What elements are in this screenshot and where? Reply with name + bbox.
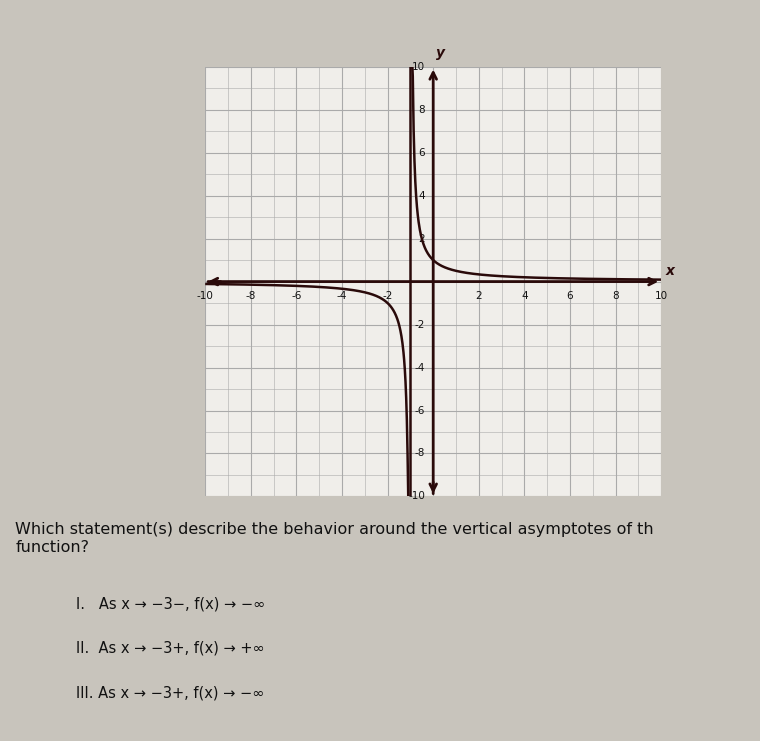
Text: -10: -10 bbox=[408, 491, 426, 502]
Text: III. As x → −3+, f(x) → −∞: III. As x → −3+, f(x) → −∞ bbox=[76, 685, 264, 700]
Text: -6: -6 bbox=[291, 291, 302, 302]
Text: 10: 10 bbox=[654, 291, 668, 302]
Text: -4: -4 bbox=[337, 291, 347, 302]
Text: -8: -8 bbox=[415, 448, 426, 459]
Text: x: x bbox=[666, 264, 675, 278]
Text: 6: 6 bbox=[419, 147, 426, 158]
Text: y: y bbox=[435, 46, 445, 60]
Text: II.  As x → −3+, f(x) → +∞: II. As x → −3+, f(x) → +∞ bbox=[76, 641, 264, 656]
Text: -2: -2 bbox=[382, 291, 393, 302]
Text: -6: -6 bbox=[415, 405, 426, 416]
Text: 8: 8 bbox=[419, 104, 426, 115]
Text: I.   As x → −3−, f(x) → −∞: I. As x → −3−, f(x) → −∞ bbox=[76, 597, 265, 611]
Text: -10: -10 bbox=[197, 291, 214, 302]
Text: 10: 10 bbox=[412, 62, 426, 72]
Text: -2: -2 bbox=[415, 319, 426, 330]
Text: 2: 2 bbox=[476, 291, 482, 302]
Text: 8: 8 bbox=[613, 291, 619, 302]
Text: -8: -8 bbox=[245, 291, 256, 302]
Text: 4: 4 bbox=[521, 291, 527, 302]
Text: -4: -4 bbox=[415, 362, 426, 373]
Text: 2: 2 bbox=[419, 233, 426, 244]
Text: Which statement(s) describe the behavior around the vertical asymptotes of th
fu: Which statement(s) describe the behavior… bbox=[15, 522, 654, 555]
Text: 6: 6 bbox=[567, 291, 573, 302]
Text: 4: 4 bbox=[419, 190, 426, 201]
